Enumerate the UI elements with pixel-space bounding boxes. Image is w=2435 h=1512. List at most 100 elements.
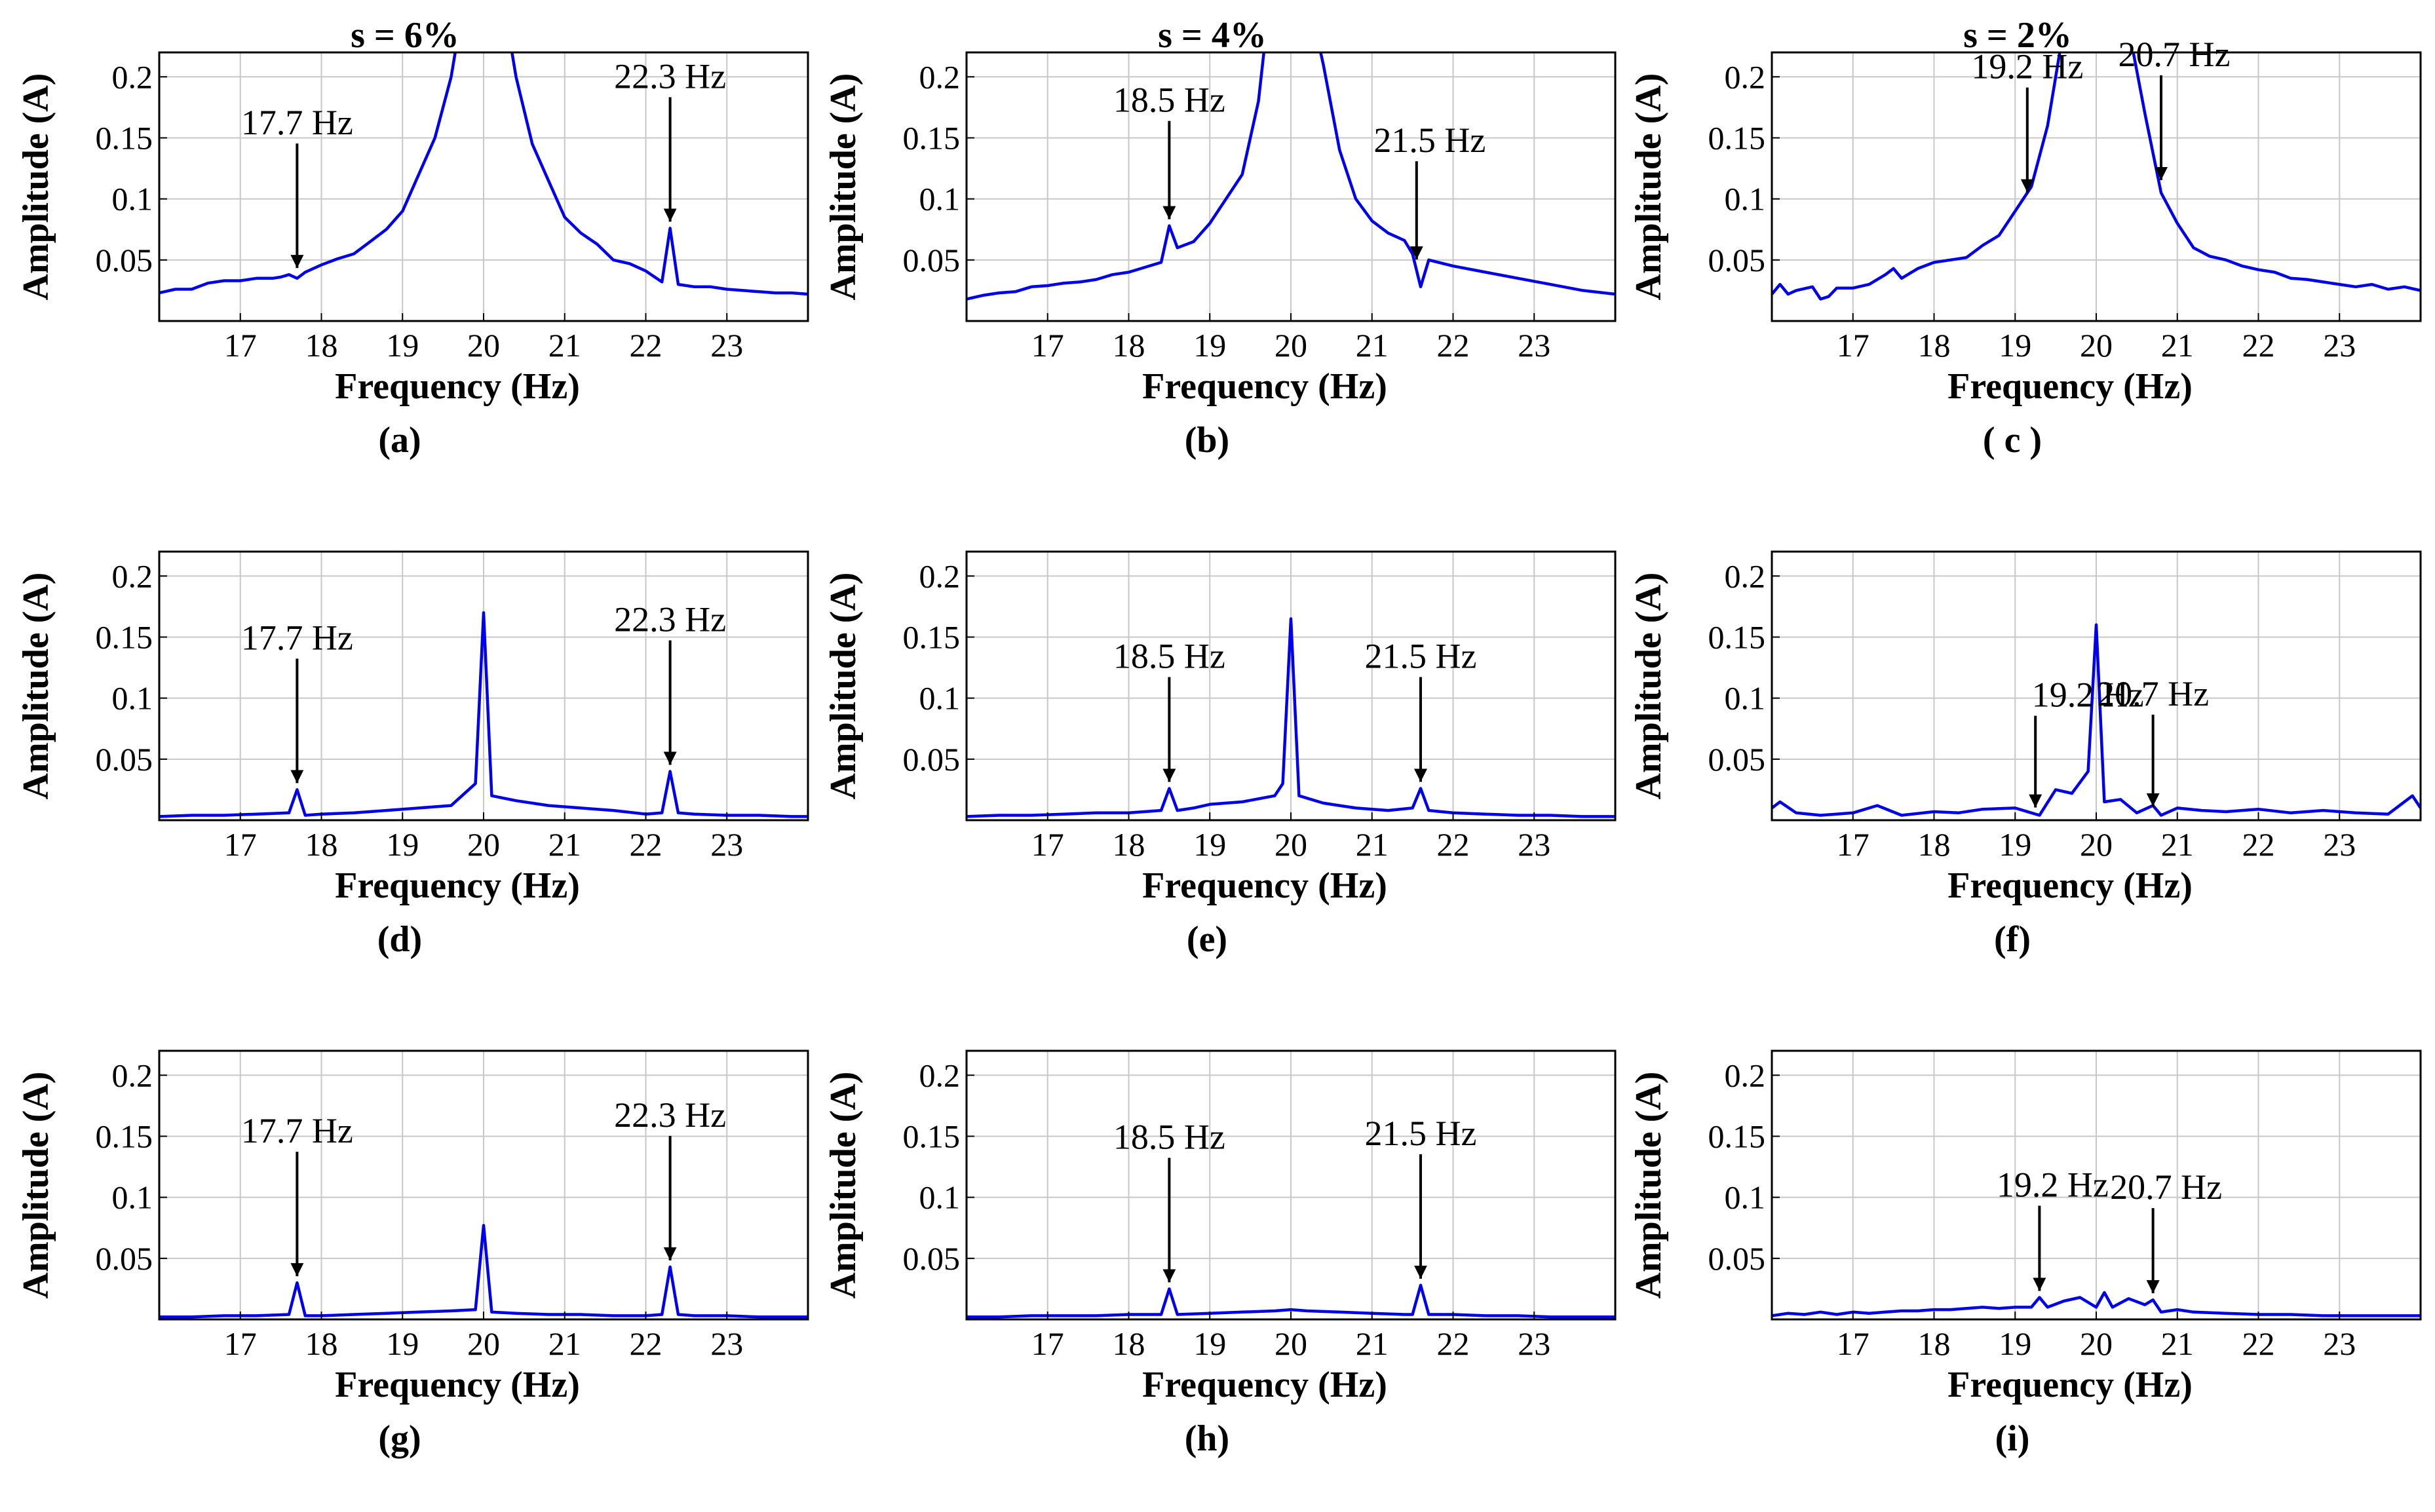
x-axis-label: Frequency (Hz) — [335, 366, 580, 407]
y-axis-label: Amplitude (A) — [1628, 73, 1669, 301]
x-tick-label: 17 — [224, 826, 257, 863]
x-tick-label: 17 — [1031, 327, 1064, 364]
y-axis-label: Amplitude (A) — [823, 573, 864, 800]
x-tick-label: 17 — [1031, 1325, 1064, 1362]
x-axis-label: Frequency (Hz) — [1947, 1365, 2193, 1405]
x-tick-label: 23 — [710, 327, 743, 364]
y-tick-label: 0.15 — [1708, 618, 1766, 655]
series-line — [159, 1224, 808, 1319]
x-tick-label: 19 — [1193, 1325, 1226, 1362]
x-tick-label: 23 — [2323, 327, 2356, 364]
y-tick-label: 0.15 — [96, 119, 153, 156]
annotation-label: 22.3 Hz — [614, 599, 726, 639]
y-tick-label: 0.05 — [96, 1240, 153, 1277]
y-axis-label: Amplitude (A) — [16, 1072, 56, 1299]
x-tick-label: 17 — [224, 327, 257, 364]
x-tick-label: 18 — [305, 826, 338, 863]
y-tick-label: 0.2 — [112, 1057, 153, 1093]
x-tick-label: 20 — [2080, 1325, 2113, 1362]
x-tick-label: 23 — [2323, 1325, 2356, 1362]
x-tick-label: 21 — [1356, 1325, 1389, 1362]
panel-title: s = 4% — [1158, 15, 1267, 56]
y-tick-label: 0.1 — [919, 680, 961, 717]
annotation-label: 18.5 Hz — [1113, 1117, 1225, 1156]
x-tick-label: 19 — [1999, 826, 2031, 863]
chart-panel-e: 17 18 19 20 21 22 23 0.05 0.1 0.15 0.2 Frequency (H… — [823, 550, 1617, 960]
x-axis-label: Frequency (Hz) — [1142, 1365, 1387, 1405]
panel-caption: (b) — [1185, 420, 1229, 461]
x-axis-label: Frequency (Hz) — [1947, 366, 2193, 407]
annotation-label: 20.7 Hz — [2119, 35, 2231, 74]
x-tick-label: 17 — [1837, 1325, 1869, 1362]
annotation-label: 18.5 Hz — [1113, 81, 1225, 120]
panel-caption: (f) — [1994, 919, 2031, 960]
series-line — [967, 1283, 1615, 1319]
annotation-label: 20.7 Hz — [2097, 674, 2209, 713]
x-tick-label: 18 — [1918, 826, 1951, 863]
y-tick-label: 0.05 — [903, 242, 961, 278]
x-tick-label: 17 — [1031, 826, 1064, 863]
series-line — [1772, 1291, 2421, 1317]
x-axis-label: Frequency (Hz) — [1947, 865, 2193, 906]
panel-caption: (i) — [1995, 1418, 2030, 1459]
x-tick-label: 20 — [467, 826, 500, 863]
x-tick-label: 19 — [386, 327, 419, 364]
y-tick-label: 0.15 — [903, 618, 961, 655]
panel-caption: (g) — [378, 1418, 421, 1459]
chart-panel-d: 17 18 19 20 21 22 23 0.05 0.1 0.15 0.2 Frequency (H… — [16, 550, 809, 960]
annotation-label: 17.7 Hz — [241, 103, 353, 142]
annotation-label: 21.5 Hz — [1365, 1114, 1477, 1153]
panel-caption: (h) — [1185, 1418, 1229, 1459]
y-axis-label: Amplitude (A) — [823, 1072, 864, 1299]
x-tick-label: 19 — [1999, 327, 2031, 364]
series-line — [159, 52, 808, 296]
y-tick-label: 0.15 — [903, 119, 961, 156]
x-tick-label: 18 — [1113, 1325, 1145, 1362]
y-axis-label: Amplitude (A) — [16, 73, 56, 301]
x-tick-label: 17 — [1837, 826, 1869, 863]
x-tick-label: 20 — [467, 1325, 500, 1362]
x-tick-label: 22 — [2242, 327, 2275, 364]
x-axis-label: Frequency (Hz) — [1142, 366, 1387, 407]
x-tick-label: 21 — [548, 1325, 581, 1362]
y-tick-label: 0.2 — [919, 58, 961, 95]
annotation-label: 18.5 Hz — [1113, 637, 1225, 676]
y-tick-label: 0.1 — [1725, 181, 1766, 217]
x-axis-label: Frequency (Hz) — [1142, 865, 1387, 906]
x-tick-label: 18 — [305, 327, 338, 364]
annotation-label: 21.5 Hz — [1365, 637, 1477, 676]
y-tick-label: 0.2 — [919, 1057, 961, 1093]
series-line — [967, 617, 1615, 818]
y-tick-label: 0.05 — [903, 1240, 961, 1277]
x-tick-label: 20 — [467, 327, 500, 364]
panel-caption: (d) — [377, 919, 422, 960]
x-tick-label: 21 — [2161, 1325, 2194, 1362]
x-tick-label: 23 — [1518, 327, 1550, 364]
y-tick-label: 0.1 — [1725, 1179, 1766, 1216]
x-tick-label: 17 — [224, 1325, 257, 1362]
x-axis-label: Frequency (Hz) — [335, 865, 580, 906]
x-tick-label: 22 — [630, 826, 662, 863]
x-tick-label: 22 — [630, 1325, 662, 1362]
panel-caption: (e) — [1187, 919, 1227, 960]
x-tick-label: 19 — [386, 826, 419, 863]
y-tick-label: 0.1 — [1725, 680, 1766, 717]
y-tick-label: 0.2 — [1725, 58, 1766, 95]
y-tick-label: 0.1 — [919, 1179, 961, 1216]
x-axis-label: Frequency (Hz) — [335, 1365, 580, 1405]
y-tick-label: 0.15 — [96, 618, 153, 655]
x-tick-label: 19 — [386, 1325, 419, 1362]
y-tick-label: 0.05 — [1708, 741, 1766, 778]
x-tick-label: 22 — [630, 327, 662, 364]
panel-title: s = 2% — [1963, 15, 2072, 56]
x-tick-label: 23 — [2323, 826, 2356, 863]
x-tick-label: 23 — [1518, 1325, 1550, 1362]
x-tick-label: 20 — [2080, 826, 2113, 863]
chart-panel-f: 17 18 19 20 21 22 23 0.05 0.1 0.15 0.2 Frequency (H… — [1628, 550, 2422, 960]
x-tick-label: 21 — [2161, 826, 2194, 863]
chart-panel-i: 17 18 19 20 21 22 23 0.05 0.1 0.15 0.2 Frequency (H… — [1628, 1049, 2422, 1459]
y-tick-label: 0.1 — [112, 680, 153, 717]
annotation-label: 19.2 Hz — [1971, 47, 2083, 86]
annotation-label: 22.3 Hz — [614, 56, 726, 96]
y-tick-label: 0.2 — [919, 558, 961, 594]
